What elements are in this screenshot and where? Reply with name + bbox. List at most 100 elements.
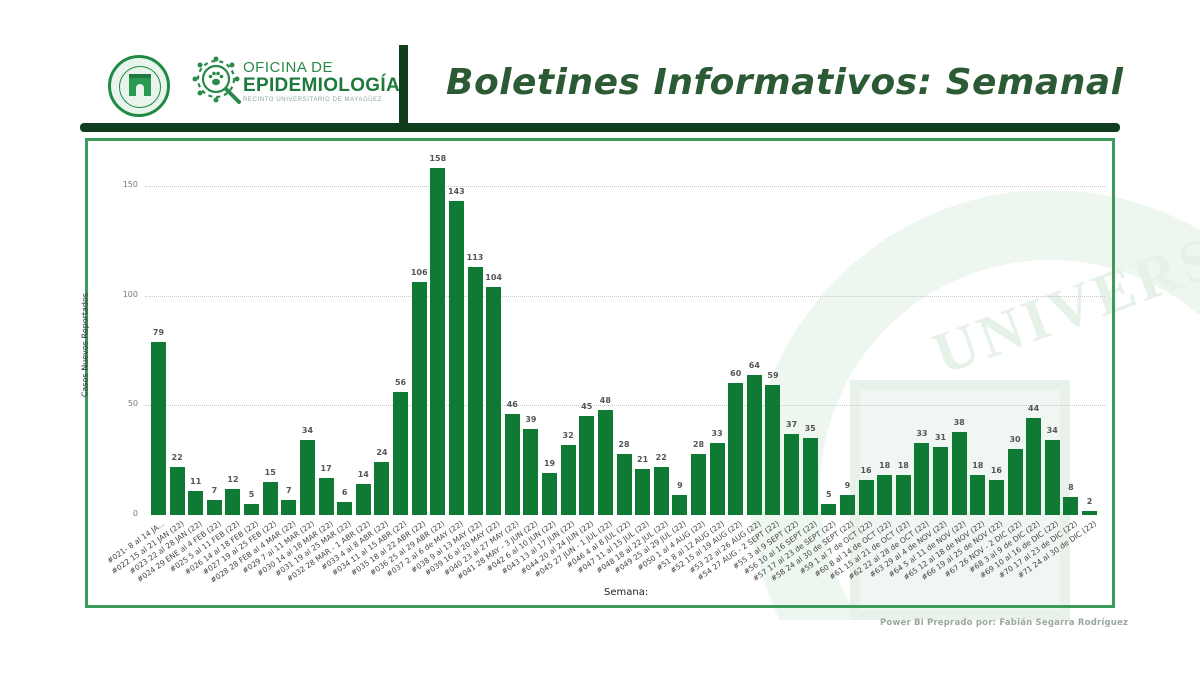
bar-value-label: 2 (1086, 496, 1093, 506)
bar-value-label: 59 (767, 371, 779, 381)
chart-bar[interactable] (635, 468, 651, 515)
gridline (145, 405, 1105, 407)
bar-value-label: 24 (376, 448, 388, 458)
chart-bar[interactable] (933, 446, 949, 515)
chart-bar[interactable] (877, 475, 893, 515)
university-seal-logo (108, 55, 170, 117)
bar-value-label: 21 (637, 454, 649, 464)
epidemiology-virus-magnifier-icon (192, 56, 241, 104)
bar-value-label: 113 (466, 252, 484, 262)
chart-bar[interactable] (746, 374, 762, 515)
bar-value-label: 16 (860, 465, 872, 475)
bar-value-label: 7 (211, 485, 218, 495)
chart-bar[interactable] (206, 499, 222, 515)
chart-bar[interactable] (839, 495, 855, 515)
chart-bar[interactable] (858, 479, 874, 515)
chart-bar[interactable] (542, 473, 558, 515)
chart-bar[interactable] (765, 385, 781, 515)
chart-bar[interactable] (914, 442, 930, 515)
bar-value-label: 39 (525, 415, 537, 425)
bar-value-label: 8 (1068, 483, 1074, 493)
chart-bar[interactable] (1044, 440, 1060, 515)
chart-bar[interactable] (709, 442, 725, 515)
credit-footer: Power Bi Preprado por: Fabián Segarra Ro… (880, 618, 1129, 628)
bar-value-label: 38 (953, 417, 965, 427)
bar-value-label: 45 (581, 402, 593, 412)
bar-value-label: 34 (301, 426, 314, 436)
chart-bar[interactable] (579, 416, 595, 515)
chart-bar[interactable] (374, 462, 390, 515)
bar-value-label: 16 (990, 465, 1002, 475)
header-horizontal-rule (80, 123, 1120, 132)
chart-bar[interactable] (821, 504, 837, 515)
bar-value-label: 35 (804, 424, 816, 434)
bar-value-label: 56 (394, 378, 407, 388)
chart-bar[interactable] (188, 490, 204, 515)
chart-bar[interactable] (355, 484, 371, 515)
bar-value-label: 18 (879, 461, 891, 471)
bar-value-label: 12 (227, 474, 239, 484)
gridline (145, 295, 1105, 297)
bar-value-label: 11 (190, 476, 202, 486)
bar-value-label: 106 (410, 268, 428, 278)
bar-value-label: 18 (972, 461, 984, 471)
bar-value-label: 37 (786, 419, 798, 429)
chart-bar[interactable] (1026, 418, 1042, 515)
x-axis-title: Semana: (604, 587, 649, 598)
logo-line-1: OFICINA DE (243, 59, 334, 76)
page-title: Boletines Informativos: Semanal (446, 62, 1124, 103)
chart-bar[interactable] (318, 477, 334, 515)
chart-bar[interactable] (728, 383, 744, 515)
chart-bar[interactable] (486, 286, 502, 515)
bar-value-label: 17 (320, 463, 332, 473)
chart-bar[interactable] (448, 201, 464, 515)
chart-bar[interactable] (597, 409, 613, 515)
y-axis-title: Casos Nuevos Reportados (80, 292, 90, 398)
chart-bar[interactable] (951, 431, 967, 515)
bar-value-label: 143 (448, 187, 465, 197)
y-tick-label: 50 (127, 399, 138, 409)
chart-bar[interactable] (151, 341, 166, 515)
chart-bar[interactable] (430, 168, 446, 515)
bar-value-label: 19 (543, 459, 556, 469)
y-tick-label: 150 (122, 179, 138, 189)
chart-bar[interactable] (467, 266, 483, 515)
gridline (145, 185, 1105, 187)
chart-bar[interactable] (1082, 510, 1097, 515)
chart-bar[interactable] (411, 282, 427, 515)
bar-value-label: 34 (1046, 426, 1058, 436)
chart-bar[interactable] (672, 495, 688, 515)
chart-bar[interactable] (1063, 497, 1079, 515)
bar-value-label: 9 (844, 481, 851, 491)
chart-bar[interactable] (784, 433, 800, 515)
chart-bar[interactable] (337, 501, 353, 515)
chart-bar[interactable] (802, 438, 818, 515)
chart-bar[interactable] (504, 414, 520, 515)
chart-bar[interactable] (988, 479, 1004, 515)
chart-frame (85, 138, 1115, 608)
epidemiology-office-wordmark: OFICINA DE EPIDEMIOLOGÍA RECINTO UNIVERS… (243, 60, 400, 104)
bar-value-label: 15 (264, 468, 276, 478)
chart-bar[interactable] (653, 466, 669, 515)
chart-bar[interactable] (262, 482, 278, 515)
chart-bar[interactable] (616, 453, 632, 515)
chart-bar[interactable] (1007, 449, 1023, 515)
chart-bar[interactable] (895, 475, 911, 515)
chart-bar[interactable] (299, 440, 315, 515)
chart-bar[interactable] (225, 488, 241, 515)
bar-value-label: 33 (711, 428, 723, 438)
chart-bar[interactable] (169, 466, 185, 515)
bar-value-label: 5 (248, 490, 255, 500)
bar-value-label: 28 (692, 439, 705, 449)
seal-building-icon (129, 74, 151, 96)
chart-bar[interactable] (281, 499, 297, 515)
bar-value-label: 33 (916, 428, 928, 438)
chart-bar[interactable] (970, 475, 986, 515)
chart-bar[interactable] (393, 392, 409, 515)
chart-bar[interactable] (244, 504, 260, 515)
bar-value-label: 18 (897, 461, 909, 471)
chart-bar[interactable] (690, 453, 706, 515)
chart-bar[interactable] (560, 444, 576, 515)
bar-value-label: 22 (655, 452, 667, 462)
chart-bar[interactable] (523, 429, 539, 515)
